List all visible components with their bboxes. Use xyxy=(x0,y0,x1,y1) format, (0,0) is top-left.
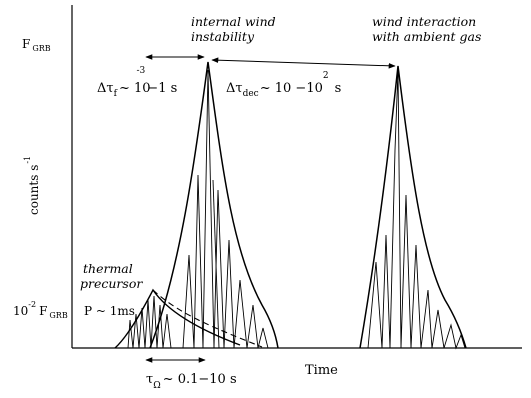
label-internal-wind-2: instability xyxy=(191,29,255,44)
svg-text:counts s-1: counts s-1 xyxy=(23,156,41,215)
y-axis-label: counts s-1 xyxy=(23,156,41,215)
label-internal-wind-1: internal wind xyxy=(191,14,276,29)
thermal-precursor-pulse xyxy=(114,288,263,349)
arrows xyxy=(145,54,396,363)
precursor-decay-dashed xyxy=(152,289,263,348)
y-tick-fgrb-low: 10-2 F GRB xyxy=(13,300,68,320)
label-wind-interaction-2: with ambient gas xyxy=(372,29,481,44)
wind-interaction-pulse xyxy=(359,65,467,350)
dt-dec-label: Δτdec~ 10 −102s xyxy=(226,71,341,99)
dt-f-label: Δτf ~ 10-3−1 s xyxy=(97,66,177,99)
y-tick-fgrb: F GRB xyxy=(22,37,51,53)
label-period: P ~ 1ms xyxy=(84,304,135,318)
dt-dec-arrow xyxy=(211,57,396,69)
x-axis-label: Time xyxy=(305,363,338,378)
label-thermal-2: precursor xyxy=(80,276,143,291)
label-wind-interaction-1: wind interaction xyxy=(372,14,476,29)
internal-wind-pulse xyxy=(149,61,279,349)
label-thermal-1: thermal xyxy=(83,261,133,276)
axes xyxy=(71,5,522,349)
tau-omega-label: τΩ ~ 0.1−10 s xyxy=(146,372,237,391)
